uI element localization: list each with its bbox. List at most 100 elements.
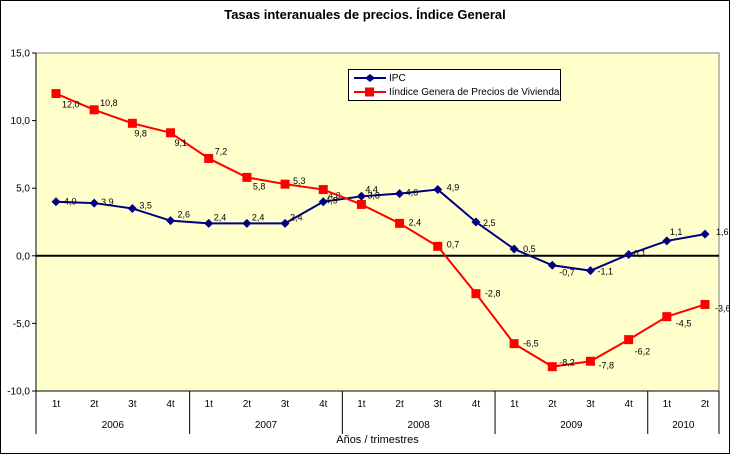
data-point-marker-diamond	[471, 217, 481, 227]
data-point-label: -6,2	[635, 347, 651, 357]
data-point-label: 10,8	[100, 98, 118, 108]
data-point-marker-diamond	[318, 197, 328, 207]
legend-label-vivienda: Iíndice Genera de Precios de Vivienda	[389, 86, 560, 98]
data-point-label: 3,8	[367, 190, 380, 200]
year-label: 2008	[408, 420, 431, 431]
data-point-label: 4,6	[406, 188, 419, 198]
legend: IPC Iíndice Genera de Precios de Viviend…	[348, 69, 561, 101]
data-point-marker-diamond	[51, 197, 61, 207]
data-point-marker-diamond	[166, 216, 176, 226]
x-tick-label: 3t	[586, 399, 595, 410]
data-point-marker-diamond	[585, 266, 595, 276]
data-point-marker-diamond	[547, 260, 557, 270]
data-point-label: 1,1	[670, 227, 683, 237]
data-point-label: -3,6	[715, 303, 729, 313]
data-point-label: -2,8	[485, 289, 501, 299]
x-tick-label: 1t	[52, 399, 61, 410]
legend-sample-svg	[354, 87, 386, 97]
data-point-marker-square	[547, 362, 557, 372]
legend-item-ipc: IPC	[349, 71, 560, 85]
y-tick-label: 15,0	[11, 49, 31, 60]
x-tick-label: 1t	[510, 399, 519, 410]
data-point-label: 3,5	[139, 200, 152, 210]
data-point-label: 2,6	[178, 210, 191, 220]
x-tick-label: 2t	[548, 399, 557, 410]
data-point-marker-diamond	[356, 191, 366, 201]
data-point-label: 1,6	[716, 227, 729, 237]
y-tick-label: 5,0	[16, 184, 30, 195]
data-point-label: 4,9	[447, 183, 460, 193]
data-point-label: 2,4	[214, 212, 227, 222]
data-point-marker-square	[127, 118, 137, 128]
year-label: 2006	[102, 420, 125, 431]
data-point-label: -8,2	[559, 358, 575, 368]
data-point-label: 4,9	[325, 196, 338, 206]
data-point-label: 0,5	[523, 244, 536, 254]
x-tick-label: 3t	[434, 399, 443, 410]
data-point-marker-square	[242, 172, 252, 182]
data-point-marker-square	[356, 199, 366, 209]
data-point-marker-square	[395, 218, 405, 228]
data-point-marker-square	[662, 312, 672, 322]
data-point-label: 0,7	[447, 239, 460, 249]
data-point-marker-diamond	[89, 198, 99, 208]
y-tick-label: -5,0	[13, 319, 31, 330]
data-point-marker-diamond	[280, 218, 290, 228]
x-tick-label: 2t	[395, 399, 404, 410]
data-point-label: -7,8	[598, 360, 614, 370]
data-point-marker-square	[318, 185, 328, 195]
data-point-label: 0,1	[634, 248, 647, 258]
x-tick-label: 1t	[663, 399, 672, 410]
data-point-marker-square	[624, 335, 634, 345]
data-point-marker-diamond	[700, 229, 710, 239]
data-point-marker-square	[585, 356, 595, 366]
x-tick-label: 1t	[205, 399, 214, 410]
data-point-label: 2,4	[290, 212, 303, 222]
legend-line-diamond-icon	[354, 73, 386, 83]
x-axis-title: Años / trimestres	[336, 434, 419, 446]
x-tick-label: 4t	[166, 399, 175, 410]
data-point-marker-square	[433, 241, 443, 251]
data-point-label: -1,1	[597, 267, 613, 277]
data-point-marker-diamond	[204, 218, 214, 228]
data-point-marker-diamond	[662, 236, 672, 246]
data-point-label: 5,8	[253, 181, 266, 191]
data-point-marker-square	[51, 89, 61, 99]
series-line-0	[55, 188, 706, 272]
y-tick-label: -10,0	[7, 387, 30, 398]
data-point-label: 12,0	[62, 100, 80, 110]
legend-item-vivienda: Iíndice Genera de Precios de Vivienda	[349, 85, 560, 99]
x-tick-label: 2t	[701, 399, 710, 410]
data-point-marker-diamond	[395, 189, 405, 199]
data-point-label: 4,0	[328, 191, 341, 201]
data-point-label: 3,9	[101, 197, 114, 207]
series-line-1	[55, 92, 706, 368]
x-tick-label: 3t	[281, 399, 290, 410]
x-tick-label: 2t	[243, 399, 252, 410]
data-point-label: -6,5	[523, 339, 539, 349]
data-point-label: 5,3	[293, 176, 306, 186]
year-label: 2009	[560, 420, 583, 431]
y-tick-label: 0,0	[16, 251, 30, 262]
x-tick-label: 1t	[357, 399, 366, 410]
data-point-marker-square	[204, 153, 214, 163]
data-point-label: -4,5	[676, 319, 692, 329]
data-point-label: 7,2	[215, 146, 228, 156]
data-point-marker-diamond	[242, 218, 252, 228]
data-point-marker-square	[700, 299, 710, 309]
data-point-marker-diamond	[127, 203, 137, 213]
x-tick-label: 4t	[624, 399, 633, 410]
x-tick-label: 4t	[472, 399, 481, 410]
data-point-marker-diamond	[509, 244, 519, 254]
year-label: 2007	[255, 420, 278, 431]
y-tick-label: 10,0	[11, 116, 31, 127]
data-point-marker-square	[280, 179, 290, 189]
data-point-label: 4,4	[365, 184, 378, 194]
data-point-label: 4,0	[64, 197, 77, 207]
legend-line-square-icon	[354, 87, 386, 97]
data-point-label: 9,1	[175, 138, 188, 148]
data-point-marker-square	[471, 289, 481, 299]
data-point-label: 2,4	[252, 212, 265, 222]
